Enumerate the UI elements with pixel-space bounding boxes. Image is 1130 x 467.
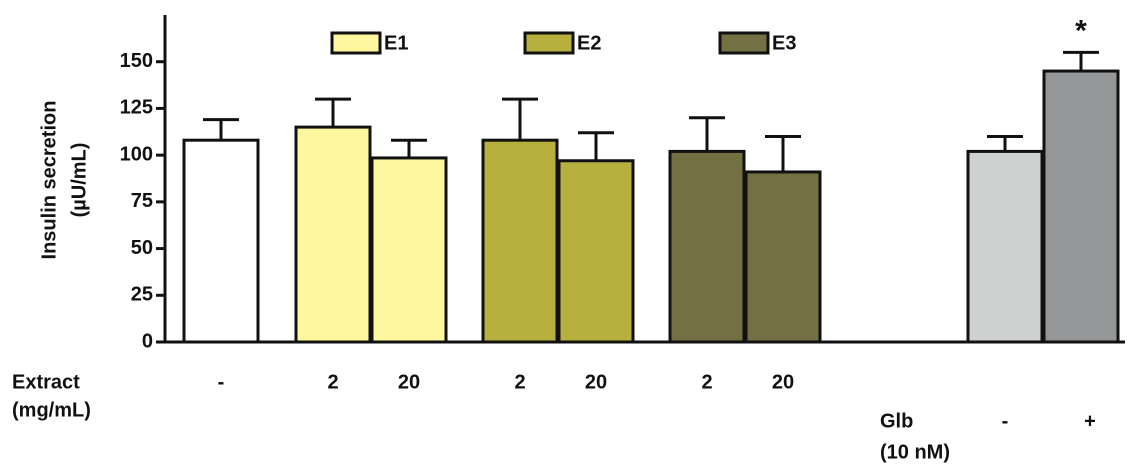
bar xyxy=(557,159,635,344)
bar xyxy=(481,138,559,344)
x-tick-label: 2 xyxy=(514,371,525,393)
y-tick-label: 0 xyxy=(142,330,153,352)
x-tick-label: 2 xyxy=(701,371,712,393)
bar xyxy=(1042,69,1120,344)
bar xyxy=(294,125,372,344)
bar xyxy=(370,156,448,344)
y-tick-label: 100 xyxy=(120,143,153,165)
y-tick-label: 75 xyxy=(131,190,153,212)
row-label: (mg/mL) xyxy=(12,399,91,421)
legend-swatch xyxy=(330,31,382,55)
x-tick-label: 20 xyxy=(585,371,607,393)
legend-label: E1 xyxy=(384,32,408,54)
bar xyxy=(182,138,260,344)
y-tick-label: 25 xyxy=(131,284,153,306)
bar xyxy=(744,170,822,344)
row-label: Glb xyxy=(880,410,913,432)
y-tick-label: 50 xyxy=(131,237,153,259)
x-tick-label-2: - xyxy=(1002,410,1009,432)
x-tick-label: - xyxy=(218,371,225,393)
bar xyxy=(966,149,1044,344)
y-tick-label: 150 xyxy=(120,50,153,72)
y-axis-title: (µU/mL) xyxy=(68,143,90,218)
legend-label: E2 xyxy=(577,32,601,54)
legend-swatch xyxy=(718,31,770,55)
legend-swatch xyxy=(523,31,575,55)
x-tick-label-2: + xyxy=(1084,410,1096,432)
y-axis-title: Insulin secretion xyxy=(38,101,60,260)
annotation: * xyxy=(1075,14,1087,47)
y-tick-label: 125 xyxy=(120,97,153,119)
legend-label: E3 xyxy=(772,32,796,54)
x-tick-label: 20 xyxy=(398,371,420,393)
row-label: Extract xyxy=(12,371,80,393)
row-label: (10 nM) xyxy=(880,441,950,463)
x-tick-label: 2 xyxy=(327,371,338,393)
bar xyxy=(668,149,746,344)
x-tick-label: 20 xyxy=(772,371,794,393)
